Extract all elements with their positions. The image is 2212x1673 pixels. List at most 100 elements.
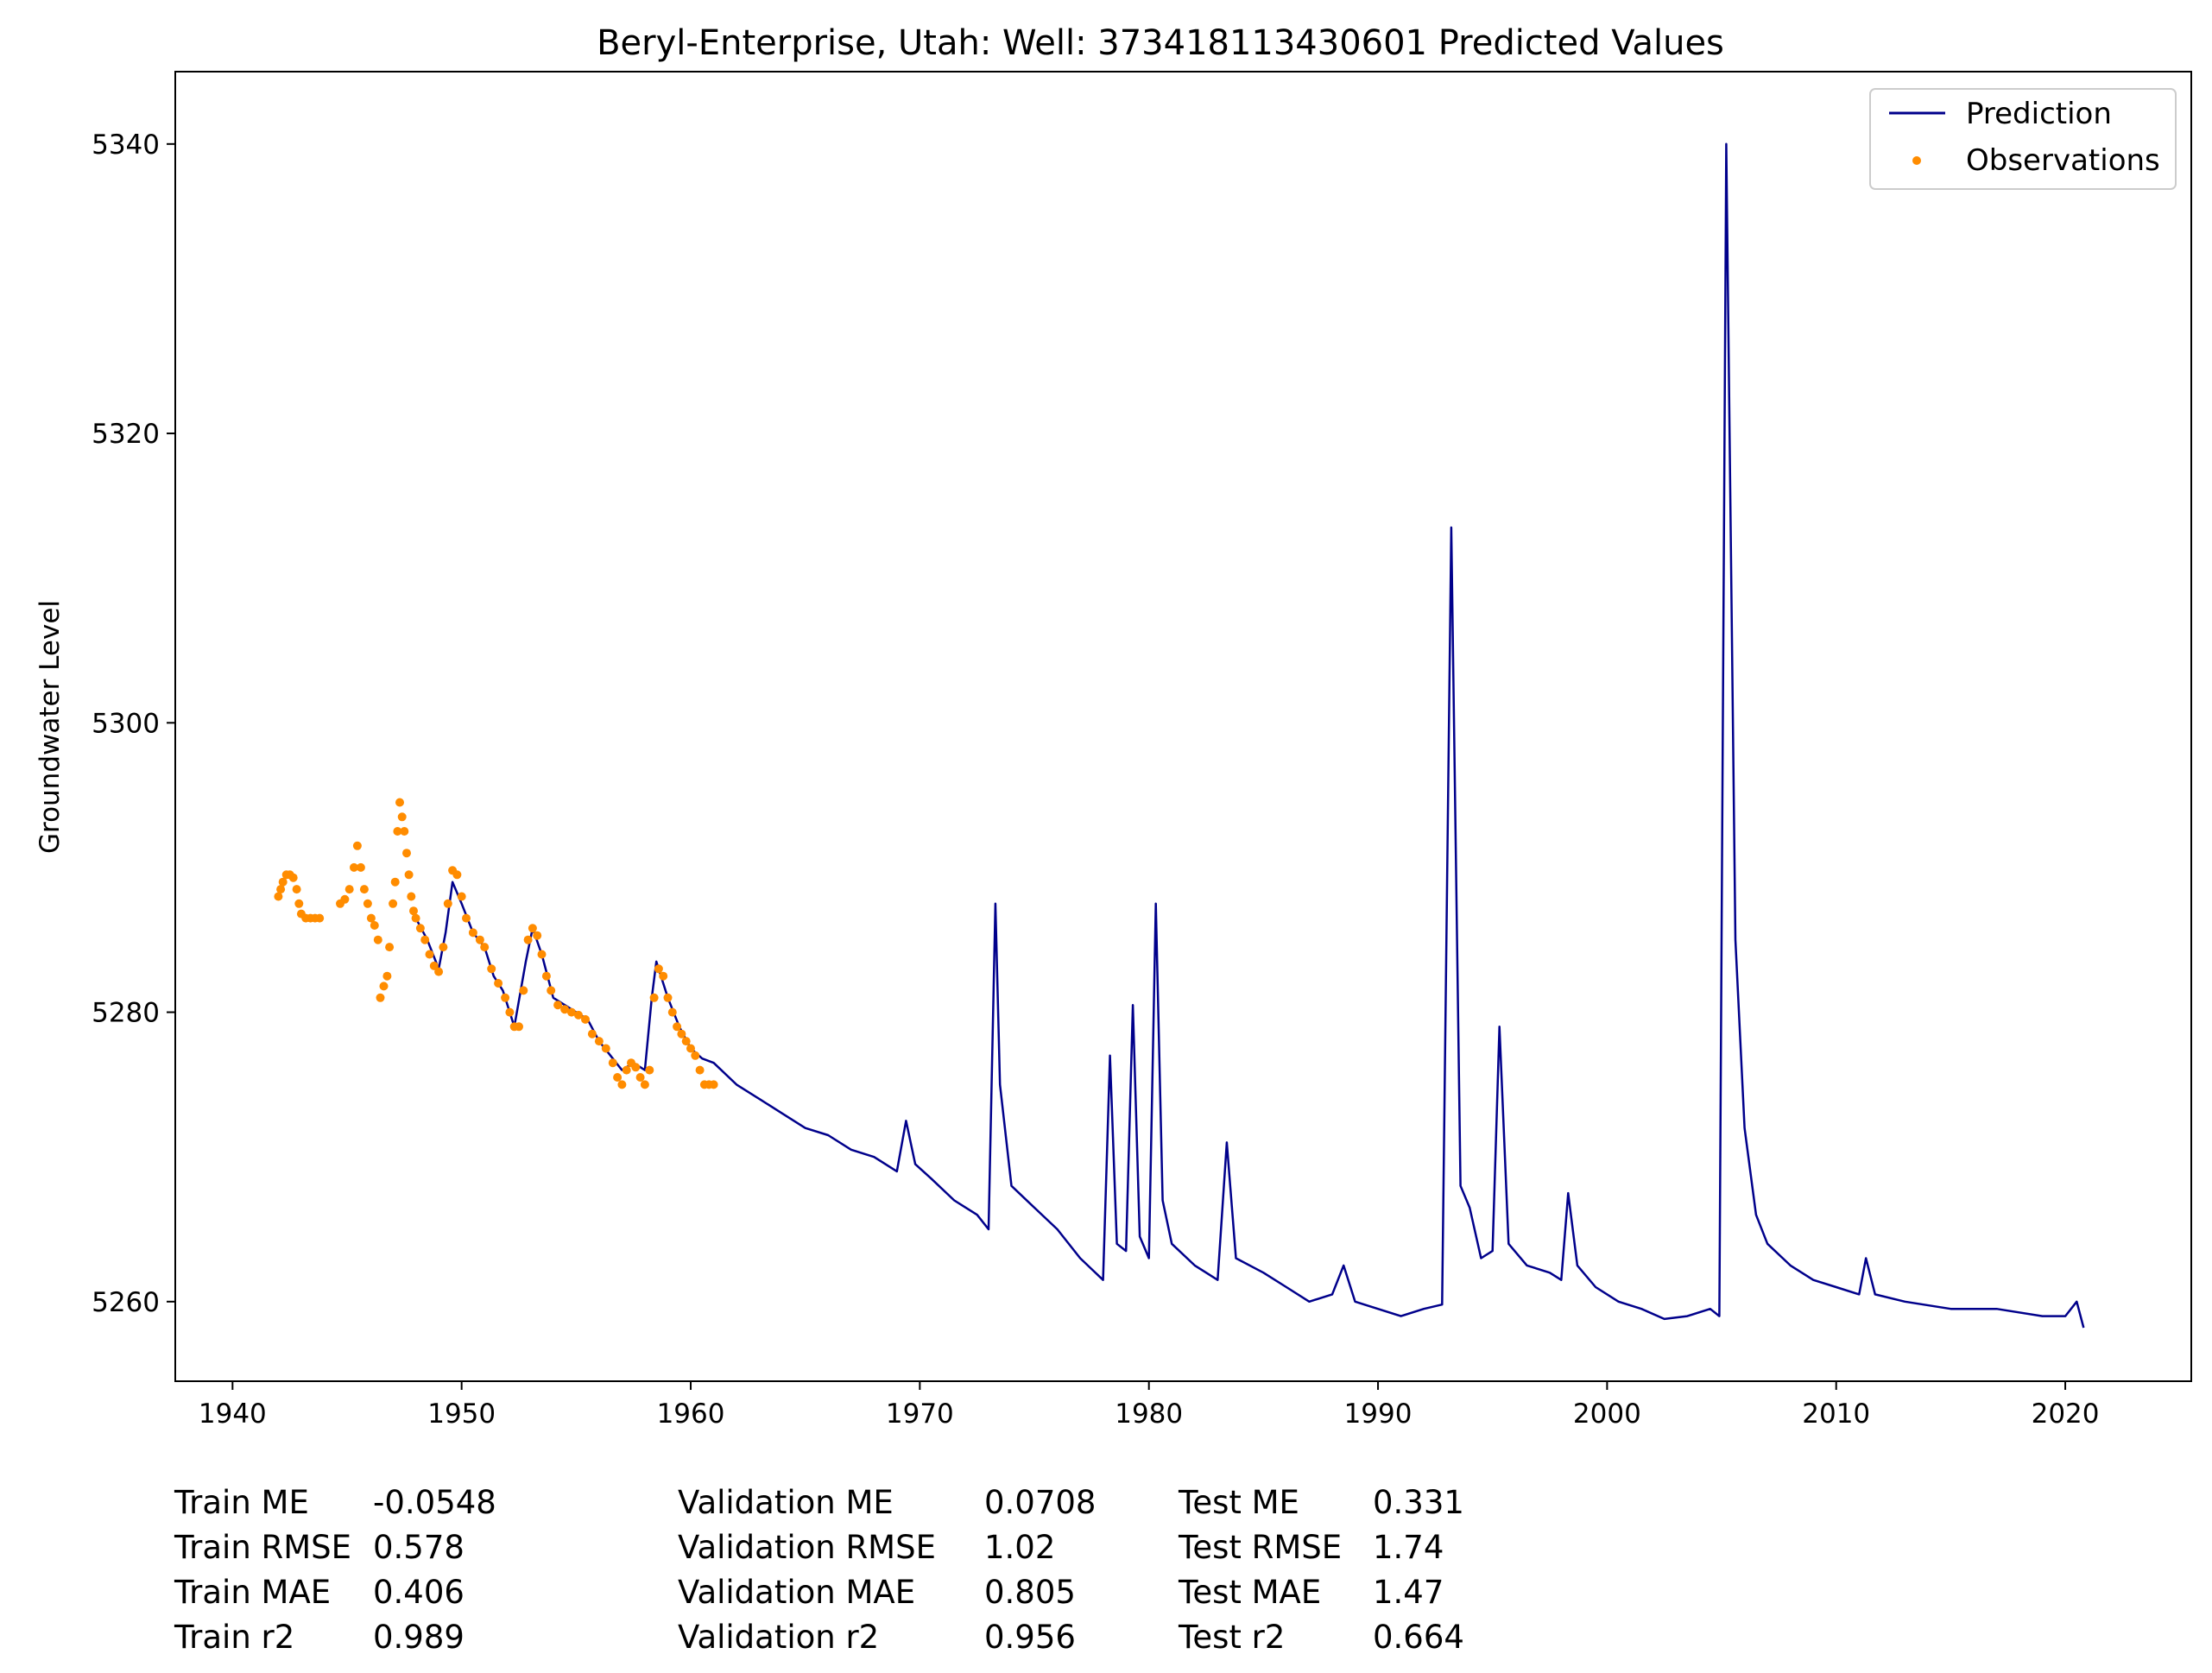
observation-point [407,892,416,901]
observation-point [415,924,425,933]
x-tick-label: 2010 [1802,1398,1870,1430]
observation-point [515,1022,523,1032]
y-axis-label: Groundwater Level [35,600,66,854]
y-axis: 5260 5280 5300 5320 5340 [92,129,175,1318]
observation-point [587,1029,597,1039]
observation-point [640,1080,649,1089]
y-tick-label: 5260 [92,1287,160,1318]
train-mae-row: Train MAE 0.406 [174,1570,496,1615]
plot-series [274,142,2085,1329]
x-tick-label: 2020 [2032,1398,2100,1430]
observation-point [695,1065,705,1075]
validation-me-row: Validation ME 0.0708 [678,1480,1096,1525]
x-tick-label: 1970 [886,1398,954,1430]
observation-point [594,1037,604,1046]
observation-point [613,1073,623,1082]
observation-point [409,906,418,916]
observation-point [389,899,398,908]
observation-point [366,913,376,923]
observation-point [709,1080,718,1089]
observation-point [434,967,444,976]
observation-point [691,1051,700,1060]
observation-point [397,812,407,822]
x-tick-label: 1950 [427,1398,496,1430]
observation-point [537,950,547,959]
observation-point [659,971,668,981]
metric-label: Validation MAE [678,1574,916,1611]
observation-point [574,1010,583,1020]
test-mae-row: Test MAE 1.47 [1179,1570,1464,1615]
observation-point [439,943,448,952]
metric-label: Validation RMSE [678,1529,936,1566]
chart: Beryl-Enterprise, Utah: Well: 3734181134… [35,23,2192,1430]
observation-point [315,913,325,923]
metric-label: Train RMSE [174,1529,352,1566]
observation-point [359,885,369,894]
metric-value: 0.578 [373,1529,465,1566]
observation-point [288,873,298,882]
test-metrics: Test ME 0.331 Test RMSE 1.74 Test MAE 1.47 … [1179,1480,1464,1660]
observation-point [370,921,379,930]
chart-title: Beryl-Enterprise, Utah: Well: 3734181134… [597,23,1724,63]
observation-point [462,913,471,923]
observation-point [340,894,350,904]
observation-point [457,892,466,901]
validation-rmse-row: Validation RMSE 1.02 [678,1525,1096,1570]
train-metrics: Train ME -0.0548 Train RMSE 0.578 Train MA… [174,1480,496,1660]
metric-value: 1.02 [984,1529,1056,1566]
prediction-line [414,142,2085,1329]
metric-value: 0.0708 [984,1484,1097,1521]
observation-point [452,870,462,880]
train-me-row: Train ME -0.0548 [174,1480,496,1525]
metric-value: -0.0548 [373,1484,496,1521]
observation-point [344,885,354,894]
observation-point [560,1005,570,1014]
observation-point [501,993,510,1002]
observation-point [425,950,434,959]
observation-point [404,870,414,880]
observation-point [533,931,542,940]
metric-value: 0.956 [984,1619,1076,1656]
observation-point [376,993,385,1002]
observation-point [541,971,551,981]
x-tick-label: 1980 [1115,1398,1183,1430]
validation-mae-row: Validation MAE 0.805 [678,1570,1096,1615]
metric-label: Train r2 [174,1619,295,1656]
observation-point [385,943,395,952]
observation-point [547,986,556,995]
y-tick-label: 5280 [92,998,160,1029]
plot-area [174,71,2192,1382]
observation-point [686,1044,695,1053]
observation-point [402,849,411,858]
legend-observations-marker [1912,156,1921,165]
observation-point [645,1065,654,1075]
x-tick-label: 1960 [657,1398,725,1430]
test-r2-row: Test r2 0.664 [1179,1615,1464,1660]
metric-label: Train ME [174,1484,309,1521]
x-tick-label: 2000 [1573,1398,1641,1430]
observation-point [505,1007,515,1017]
observation-point [553,1001,563,1010]
observation-point [617,1080,627,1089]
observation-point [622,1065,631,1075]
observation-point [363,899,372,908]
observation-point [294,899,304,908]
metric-value: 1.47 [1373,1574,1444,1611]
legend-observations-label: Observations [1966,143,2160,178]
observation-point [581,1014,590,1024]
observation-point [601,1044,610,1053]
observation-point [608,1058,617,1068]
test-rmse-row: Test RMSE 1.74 [1179,1525,1464,1570]
observation-point [395,798,404,807]
observation-point [400,827,409,836]
observation-point [276,885,286,894]
metric-value: 0.406 [373,1574,465,1611]
observation-point [567,1007,576,1017]
metric-label: Test r2 [1179,1619,1286,1656]
legend-prediction-label: Prediction [1966,97,2112,131]
train-rmse-row: Train RMSE 0.578 [174,1525,496,1570]
y-tick-label: 5340 [92,129,160,161]
metric-label: Test ME [1179,1484,1299,1521]
metric-label: Test RMSE [1179,1529,1343,1566]
observation-point [468,928,477,938]
